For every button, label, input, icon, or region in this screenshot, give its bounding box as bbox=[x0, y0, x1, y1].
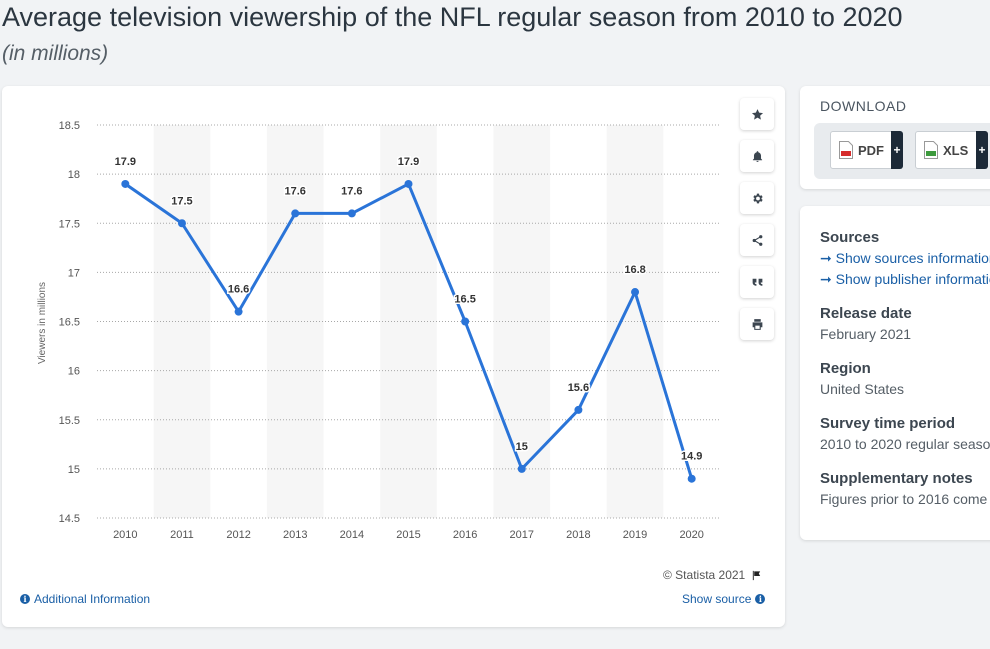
supplementary-notes-value: Figures prior to 2016 come from bbox=[820, 491, 990, 507]
gear-icon bbox=[752, 193, 763, 203]
data-point bbox=[347, 209, 356, 218]
release-date-value: February 2021 bbox=[820, 326, 912, 342]
pdf-file-icon bbox=[839, 141, 853, 159]
x-tick-label: 2014 bbox=[340, 529, 364, 541]
download-panel: DOWNLOAD PDF + XLS + bbox=[800, 86, 990, 189]
y-tick-label: 17 bbox=[68, 267, 80, 279]
data-point bbox=[121, 179, 130, 188]
y-tick-label: 15 bbox=[68, 464, 80, 476]
download-pdf-button[interactable]: PDF + bbox=[830, 131, 903, 169]
data-point bbox=[687, 474, 696, 483]
info-icon: i bbox=[20, 594, 30, 604]
data-label: 15 bbox=[516, 441, 528, 453]
star-icon bbox=[751, 108, 763, 120]
data-label: 17.9 bbox=[398, 156, 419, 168]
x-tick-label: 2012 bbox=[226, 529, 250, 541]
x-tick-label: 2019 bbox=[623, 529, 647, 541]
x-tick-label: 2010 bbox=[113, 529, 137, 541]
pdf-label: PDF bbox=[858, 142, 884, 158]
data-label: 17.6 bbox=[341, 185, 362, 197]
pdf-plus-icon[interactable]: + bbox=[891, 131, 903, 169]
info-icon: i bbox=[755, 594, 766, 604]
cite-button[interactable] bbox=[740, 266, 774, 298]
supplementary-notes-heading: Supplementary notes bbox=[820, 470, 973, 487]
x-tick-label: 2011 bbox=[170, 529, 194, 541]
share-button[interactable] bbox=[740, 224, 774, 256]
data-labels: 17.9 17.5 16.6 17.6 17.6 17.9 16.5 15 15.6 16.8 14… bbox=[113, 154, 704, 464]
data-label: 17.5 bbox=[171, 195, 192, 207]
y-tick-label: 18.5 bbox=[59, 120, 80, 132]
additional-information-link[interactable]: i Additional Information bbox=[20, 592, 150, 606]
y-axis-label: Viewers in millions bbox=[37, 282, 48, 364]
y-tick-label: 16.5 bbox=[59, 317, 80, 329]
additional-information-label: Additional Information bbox=[34, 592, 151, 606]
y-tick-label: 18 bbox=[68, 169, 80, 181]
show-source-link[interactable]: Show source i bbox=[682, 592, 766, 606]
chart-toolbar bbox=[740, 98, 774, 350]
page-subtitle: (in millions) bbox=[2, 42, 109, 65]
credit-text: © Statista 2021 bbox=[663, 568, 746, 582]
region-value: United States bbox=[820, 381, 905, 397]
x-tick-label: 2018 bbox=[566, 529, 590, 541]
chart-card: 14.5 15 15.5 16 16.5 17 17.5 18 18.5 2010 2011 201… bbox=[2, 86, 785, 627]
page-title: Average television viewership of the NFL… bbox=[2, 2, 903, 32]
sources-heading: Sources bbox=[820, 229, 880, 246]
data-point bbox=[177, 219, 186, 228]
bell-icon bbox=[752, 150, 762, 162]
download-title: DOWNLOAD bbox=[820, 98, 907, 114]
statista-credit: © Statista 2021 bbox=[663, 568, 762, 582]
data-label: 17.9 bbox=[115, 156, 136, 168]
release-date-heading: Release date bbox=[820, 305, 912, 322]
y-tick-label: 15.5 bbox=[59, 415, 80, 427]
x-tick-label: 2020 bbox=[679, 529, 703, 541]
y-tick-label: 17.5 bbox=[59, 218, 80, 230]
show-sources-link[interactable]: ➞ Show sources information bbox=[820, 250, 990, 266]
series-line-group bbox=[121, 179, 696, 483]
data-point bbox=[461, 317, 470, 326]
print-icon bbox=[752, 318, 762, 330]
xls-plus-icon[interactable]: + bbox=[976, 131, 988, 169]
survey-period-value: 2010 to 2020 regular season bbox=[820, 436, 990, 452]
print-button[interactable] bbox=[740, 308, 774, 340]
survey-period-heading: Survey time period bbox=[820, 415, 956, 432]
notification-button[interactable] bbox=[740, 140, 774, 172]
data-point bbox=[631, 288, 640, 297]
flag-icon[interactable] bbox=[751, 570, 762, 581]
xls-label: XLS bbox=[943, 142, 969, 158]
download-buttons: PDF + XLS + bbox=[814, 123, 990, 179]
settings-button[interactable] bbox=[740, 182, 774, 214]
x-axis-ticks: 2010 2011 2012 2013 2014 2015 2016 2017 2018 2019… bbox=[113, 529, 704, 541]
show-publisher-link[interactable]: ➞ Show publisher information bbox=[820, 271, 990, 287]
x-tick-label: 2013 bbox=[283, 529, 307, 541]
data-point bbox=[574, 405, 583, 414]
x-tick-label: 2015 bbox=[396, 529, 420, 541]
x-tick-label: 2016 bbox=[453, 529, 477, 541]
data-label: 17.6 bbox=[285, 185, 306, 197]
data-label: 16.5 bbox=[454, 294, 475, 306]
data-point bbox=[234, 307, 243, 316]
data-label: 14.9 bbox=[681, 451, 702, 463]
download-xls-button[interactable]: XLS + bbox=[915, 131, 988, 169]
data-point bbox=[291, 209, 300, 218]
show-source-label: Show source bbox=[682, 592, 752, 606]
data-label: 16.6 bbox=[228, 284, 249, 296]
y-tick-label: 16 bbox=[68, 366, 80, 378]
gridlines bbox=[97, 124, 720, 519]
data-point bbox=[517, 464, 526, 473]
xls-file-icon bbox=[924, 141, 938, 159]
column-band bbox=[606, 125, 664, 518]
data-label: 16.8 bbox=[624, 264, 645, 276]
statistic-details-panel: Sources ➞ Show sources information ➞ Sho… bbox=[800, 206, 990, 540]
y-tick-label: 14.5 bbox=[59, 513, 80, 525]
favorite-button[interactable] bbox=[740, 98, 774, 130]
quote-icon bbox=[752, 278, 762, 286]
data-point bbox=[404, 179, 413, 188]
y-axis-ticks: 14.5 15 15.5 16 16.5 17 17.5 18 18.5 bbox=[59, 120, 80, 525]
region-heading: Region bbox=[820, 360, 871, 377]
share-icon bbox=[752, 234, 762, 246]
x-tick-label: 2017 bbox=[510, 529, 534, 541]
data-label: 15.6 bbox=[568, 382, 589, 394]
